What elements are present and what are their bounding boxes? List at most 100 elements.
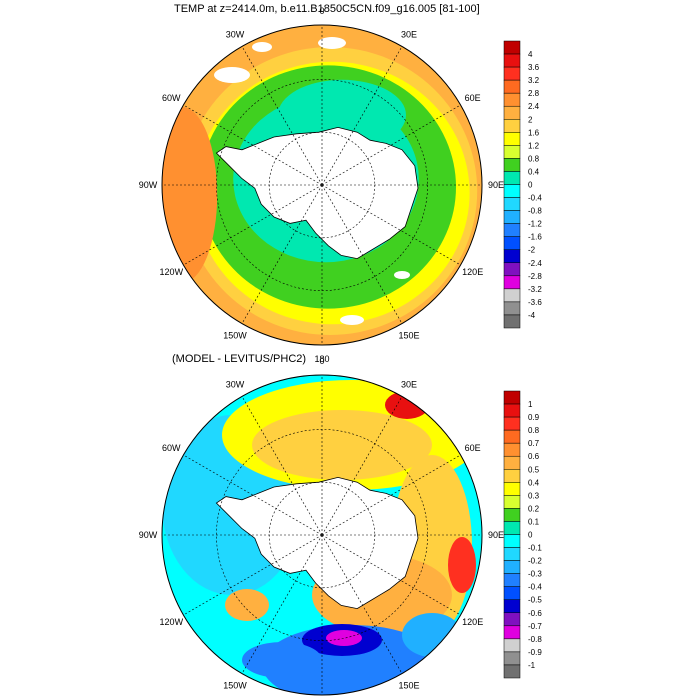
- colorbar-swatch: [503, 612, 521, 627]
- longitude-label: 60W: [162, 443, 181, 453]
- colorbar-swatch: [503, 314, 521, 329]
- colorbar-label: 1: [528, 400, 533, 409]
- colorbar-swatch: [503, 171, 521, 185]
- colorbar-label: -0.6: [528, 609, 542, 618]
- colorbar-swatch: [503, 429, 521, 444]
- colorbar-swatch: [503, 547, 521, 561]
- longitude-label: 0: [319, 6, 324, 16]
- longitude-label: 90E: [488, 180, 504, 190]
- colorbar-label: -0.4: [528, 194, 542, 203]
- colorbar: 1 0.9 0.8 0.7 0.6 0.5 0.4 0.3 0.2 0.1 0 -0.1 -0.2 -0.…: [503, 390, 542, 679]
- colorbar-swatch: [503, 469, 521, 483]
- colorbar-label: 3.6: [528, 63, 540, 72]
- colorbar-label: -0.8: [528, 207, 542, 216]
- map-boundary: [161, 24, 483, 346]
- longitude-label: 180: [314, 354, 329, 364]
- longitude-label: 120W: [160, 617, 184, 627]
- colorbar-label: -1.2: [528, 220, 542, 229]
- colorbar-swatch: [503, 145, 521, 159]
- colorbar-swatch: [503, 66, 521, 81]
- colorbar-swatch: [503, 586, 521, 600]
- colorbar-label: 0.8: [528, 426, 540, 435]
- graticule: [162, 25, 482, 345]
- longitude-label: 30E: [401, 379, 417, 389]
- colorbar-label: 0.3: [528, 491, 540, 500]
- colorbar-label: 0: [528, 181, 533, 190]
- longitude-label: 150W: [223, 331, 247, 341]
- colorbar-swatch: [503, 249, 521, 264]
- map-panel-1: 0 30E 60E 90E 120E 150E 180 150W 120W 90W 60W 30W 4 3…: [139, 6, 543, 364]
- colorbar-swatch: [503, 638, 521, 653]
- colorbar-label: -0.1: [528, 544, 542, 553]
- colorbar-label: -0.3: [528, 570, 542, 579]
- colorbar-swatch: [503, 210, 521, 224]
- colorbar-swatch: [503, 521, 521, 535]
- longitude-label: 60E: [465, 443, 481, 453]
- colorbar-label: -0.5: [528, 596, 542, 605]
- colorbar-label: 0.8: [528, 154, 540, 163]
- longitude-label: 150E: [398, 331, 419, 341]
- colorbar-label: 1.2: [528, 141, 540, 150]
- colorbar: 4 3.6 3.2 2.8 2.4 2 1.6 1.2 0.8 0.4 0 -0.4 -0.8 -1.2 -…: [503, 40, 542, 329]
- colorbar-swatch: [503, 625, 521, 640]
- colorbar-label: 0.1: [528, 517, 540, 526]
- colorbar-swatch: [503, 119, 521, 133]
- colorbar-label: -2.8: [528, 272, 542, 281]
- longitude-label: 150E: [398, 681, 419, 691]
- colorbar-swatch: [503, 403, 521, 418]
- longitude-label: 120W: [160, 267, 184, 277]
- colorbar-label: -2: [528, 246, 536, 255]
- colorbar-swatch: [503, 105, 521, 120]
- colorbar-swatch: [503, 651, 521, 666]
- panel2-title: (MODEL - LEVITUS/PHC2): [172, 353, 307, 365]
- colorbar-label: 2: [528, 115, 533, 124]
- panel1-title: TEMP at z=2414.0m, b.e11.B1850C5CN.f09_g…: [174, 3, 480, 15]
- longitude-label: 90W: [139, 180, 158, 190]
- colorbar-swatch: [503, 482, 521, 496]
- colorbar-label: 3.2: [528, 76, 540, 85]
- longitude-label: 30W: [226, 29, 245, 39]
- colorbar-label: -4: [528, 311, 536, 320]
- colorbar-swatch: [503, 573, 521, 587]
- colorbar-swatch: [503, 560, 521, 574]
- colorbar-swatch: [503, 455, 521, 470]
- colorbar-swatch: [503, 301, 521, 316]
- longitude-label: 30E: [401, 29, 417, 39]
- colorbar-label: 0.6: [528, 452, 540, 461]
- colorbar-swatch: [503, 262, 521, 277]
- colorbar-swatch: [503, 599, 521, 614]
- colorbar-swatch: [503, 390, 521, 405]
- colorbar-swatch: [503, 79, 521, 94]
- colorbar-label: -0.8: [528, 635, 542, 644]
- colorbar-label: 0.4: [528, 478, 540, 487]
- colorbar-label: -3.2: [528, 285, 542, 294]
- colorbar-label: -0.2: [528, 557, 542, 566]
- colorbar-label: 0.9: [528, 413, 540, 422]
- colorbar-swatch: [503, 184, 521, 198]
- longitude-label: 0: [319, 356, 324, 366]
- colorbar-swatch: [503, 40, 521, 55]
- colorbar-label: 0.5: [528, 465, 540, 474]
- colorbar-swatch: [503, 275, 521, 290]
- colorbar-label: 1.6: [528, 128, 540, 137]
- colorbar-swatch: [503, 158, 521, 172]
- longitude-label: 90W: [139, 530, 158, 540]
- longitude-label: 90E: [488, 530, 504, 540]
- colorbar-label: 0.4: [528, 167, 540, 176]
- graticule: [162, 375, 482, 695]
- colorbar-swatch: [503, 236, 521, 250]
- longitude-label: 120E: [462, 617, 483, 627]
- colorbar-swatch: [503, 508, 521, 522]
- colorbar-label: -3.6: [528, 298, 542, 307]
- longitude-label: 120E: [462, 267, 483, 277]
- colorbar-label: -1.6: [528, 233, 542, 242]
- colorbar-swatch: [503, 223, 521, 237]
- longitude-label: 150W: [223, 681, 247, 691]
- colorbar-label: -0.9: [528, 648, 542, 657]
- colorbar-swatch: [503, 92, 521, 107]
- colorbar-swatch: [503, 53, 521, 68]
- map-panel-2: 0 30E 60E 90E 120E 150E 180 150W 120W 90W 60W 30W 1 0…: [139, 356, 542, 696]
- colorbar-label: -2.4: [528, 259, 542, 268]
- colorbar-swatch: [503, 197, 521, 211]
